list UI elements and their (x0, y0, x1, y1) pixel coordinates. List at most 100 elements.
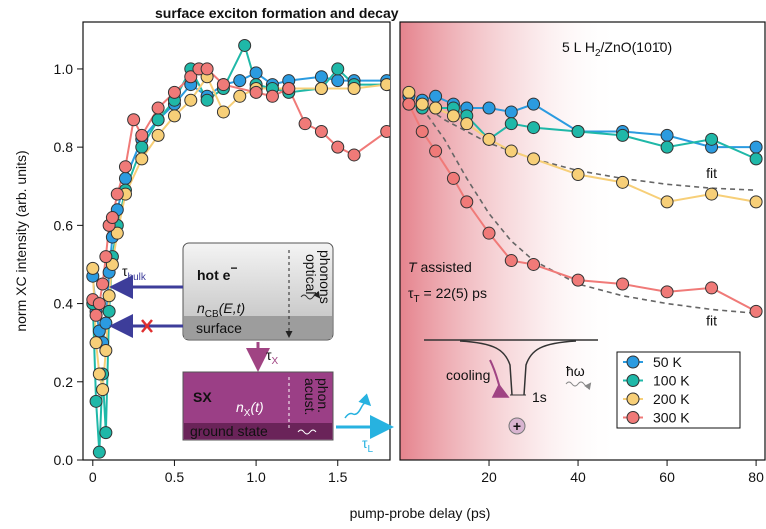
data-point (429, 89, 443, 103)
data-point (92, 445, 106, 459)
data-point (380, 125, 390, 138)
data-point (282, 81, 296, 95)
data-point (233, 89, 247, 103)
panel: 20 40 60 80 fit fit 50 K 100 K 200 K 300 K (399, 21, 766, 485)
data-point (314, 70, 328, 84)
data-point (298, 117, 312, 131)
x-tick-label: 0 (89, 469, 97, 485)
data-point (96, 383, 110, 397)
data-point (446, 109, 460, 123)
data-point (118, 171, 132, 185)
data-point (504, 144, 518, 158)
data-point (118, 160, 132, 174)
label: − (230, 261, 237, 275)
legend-marker (626, 374, 640, 387)
data-point (705, 187, 719, 201)
label: bulk (128, 272, 147, 283)
data-point (89, 308, 103, 322)
data-point (233, 74, 247, 88)
data-point (99, 344, 113, 357)
data-point (86, 261, 100, 275)
legend-marker (626, 411, 640, 424)
hot-electron-box (182, 242, 334, 341)
data-point (135, 152, 149, 166)
label: 5 L H (562, 39, 595, 55)
data-point (429, 101, 443, 115)
ground-band (184, 423, 332, 439)
data-point (705, 281, 719, 295)
fit-label: fit (706, 312, 717, 328)
data-point (527, 97, 541, 111)
plot-area: fit fit (402, 85, 763, 328)
legend: 50 K 100 K 200 K 300 K (616, 351, 741, 429)
label: τ (408, 285, 414, 301)
y-tick-label: 0.0 (54, 452, 74, 468)
data-point (331, 74, 345, 88)
label: CB (205, 309, 219, 320)
data-point (660, 128, 674, 142)
label: n (236, 399, 244, 415)
data-point (249, 85, 263, 99)
data-point (616, 277, 630, 291)
label: X (272, 356, 279, 367)
data-point (504, 105, 518, 119)
label: T (414, 294, 420, 305)
schematic: hot e− nCB(E,t) optical phonons surface … (109, 242, 394, 455)
label: /ZnO(101̄0) (601, 39, 673, 55)
data-point (347, 148, 361, 162)
phonon-wave (297, 429, 317, 435)
data-point (527, 121, 541, 135)
label: L (368, 444, 374, 455)
data-point (660, 195, 674, 209)
data-point (749, 140, 763, 154)
data-point (616, 175, 630, 189)
data-point (89, 336, 103, 350)
fit-curve (421, 103, 757, 191)
plot-frame (82, 21, 391, 461)
cross (141, 319, 153, 333)
plots: 0 0.5 1.0 1.50.00.20.40.60.81.020 40 60 80fitf… (54, 21, 766, 485)
data-point (167, 85, 181, 99)
label: SX (193, 389, 212, 405)
label: τ (362, 435, 368, 451)
label: 5 L H2/ZnO(101̄0) (562, 39, 672, 59)
emission-wave (565, 381, 592, 391)
data-point (238, 38, 252, 52)
data-point (110, 226, 124, 240)
data-point (415, 97, 429, 111)
label: τ (266, 347, 272, 363)
data-point (749, 304, 763, 318)
x-tick-label: 0.5 (165, 469, 185, 485)
x-tick-label: 1.5 (328, 469, 348, 485)
data-point (429, 144, 443, 158)
data-point (216, 105, 230, 119)
label: X (244, 408, 251, 419)
x-tick-label: 60 (659, 469, 675, 485)
y-axis-label: norm XC intensity (arb. units) (13, 150, 29, 331)
label: acust. (302, 378, 318, 415)
photon-wave (344, 393, 372, 419)
data-point (127, 113, 141, 127)
data-point (314, 81, 328, 95)
data-point (110, 187, 124, 201)
legend-marker (626, 392, 640, 406)
data-point (92, 367, 106, 381)
label: hot e− (197, 261, 237, 283)
data-point (749, 195, 763, 209)
label: T (408, 259, 418, 275)
label: assisted (417, 259, 472, 275)
data-point (705, 132, 719, 146)
data-point (616, 128, 630, 142)
data-point (527, 257, 541, 271)
data-point (482, 101, 496, 115)
legend-label: 100 K (653, 373, 690, 389)
data-point (527, 152, 541, 166)
data-point (347, 81, 361, 95)
legend-label: 50 K (653, 354, 682, 370)
data-point (660, 285, 674, 299)
data-point (314, 125, 328, 138)
y-tick-label: 0.4 (54, 296, 74, 312)
x-axis-label: pump-probe delay (ps) (350, 505, 491, 521)
y-tick-label: 0.8 (54, 139, 74, 155)
